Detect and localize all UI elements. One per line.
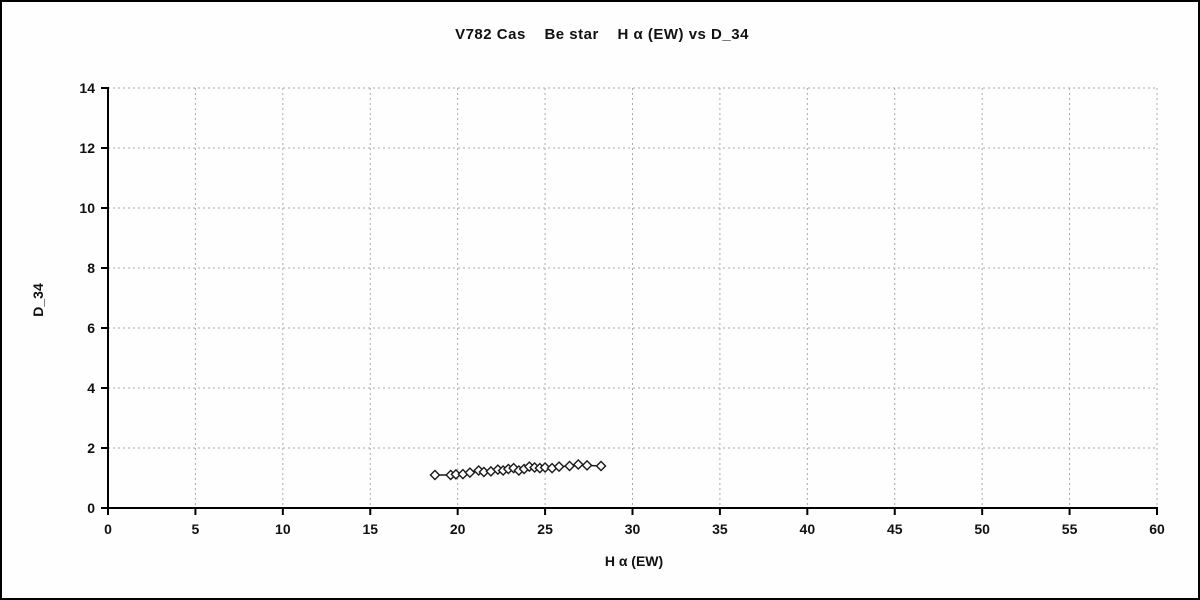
- data-point-marker: [595, 460, 607, 472]
- x-tick-label: 10: [275, 521, 291, 537]
- x-axis-title: H α (EW): [604, 553, 664, 569]
- chart-title: V782 Cas Be star H α (EW) vs D_34: [455, 26, 749, 43]
- data-point-marker: [553, 461, 565, 473]
- x-tick-label: 15: [362, 521, 378, 537]
- data-point-marker: [464, 467, 476, 479]
- x-tick-label: 50: [974, 521, 990, 537]
- data-point-marker: [572, 459, 584, 470]
- y-tick-label: 4: [87, 380, 95, 396]
- y-tick-label: 8: [87, 260, 95, 276]
- x-tick-label: 5: [192, 521, 200, 537]
- x-tick-label: 55: [1062, 521, 1078, 537]
- x-tick-label: 25: [537, 521, 553, 537]
- x-tick-label: 60: [1149, 521, 1165, 537]
- y-tick-label: 14: [79, 80, 95, 96]
- y-tick-label: 6: [87, 320, 95, 336]
- data-point-marker: [539, 462, 551, 473]
- y-axis-title: D_34: [30, 283, 46, 317]
- x-tick-label: 40: [800, 521, 816, 537]
- data-point-marker: [429, 469, 441, 481]
- x-tick-label: 35: [712, 521, 728, 537]
- x-tick-label: 30: [625, 521, 641, 537]
- y-tick-label: 0: [87, 500, 95, 516]
- y-tick-label: 2: [87, 440, 95, 456]
- y-tick-label: 10: [79, 200, 95, 216]
- y-tick-label: 12: [79, 140, 95, 156]
- x-tick-label: 20: [450, 521, 466, 537]
- data-point-marker: [581, 459, 593, 471]
- x-tick-label: 0: [104, 521, 112, 537]
- x-tick-label: 45: [887, 521, 903, 537]
- data-point-marker: [564, 460, 576, 472]
